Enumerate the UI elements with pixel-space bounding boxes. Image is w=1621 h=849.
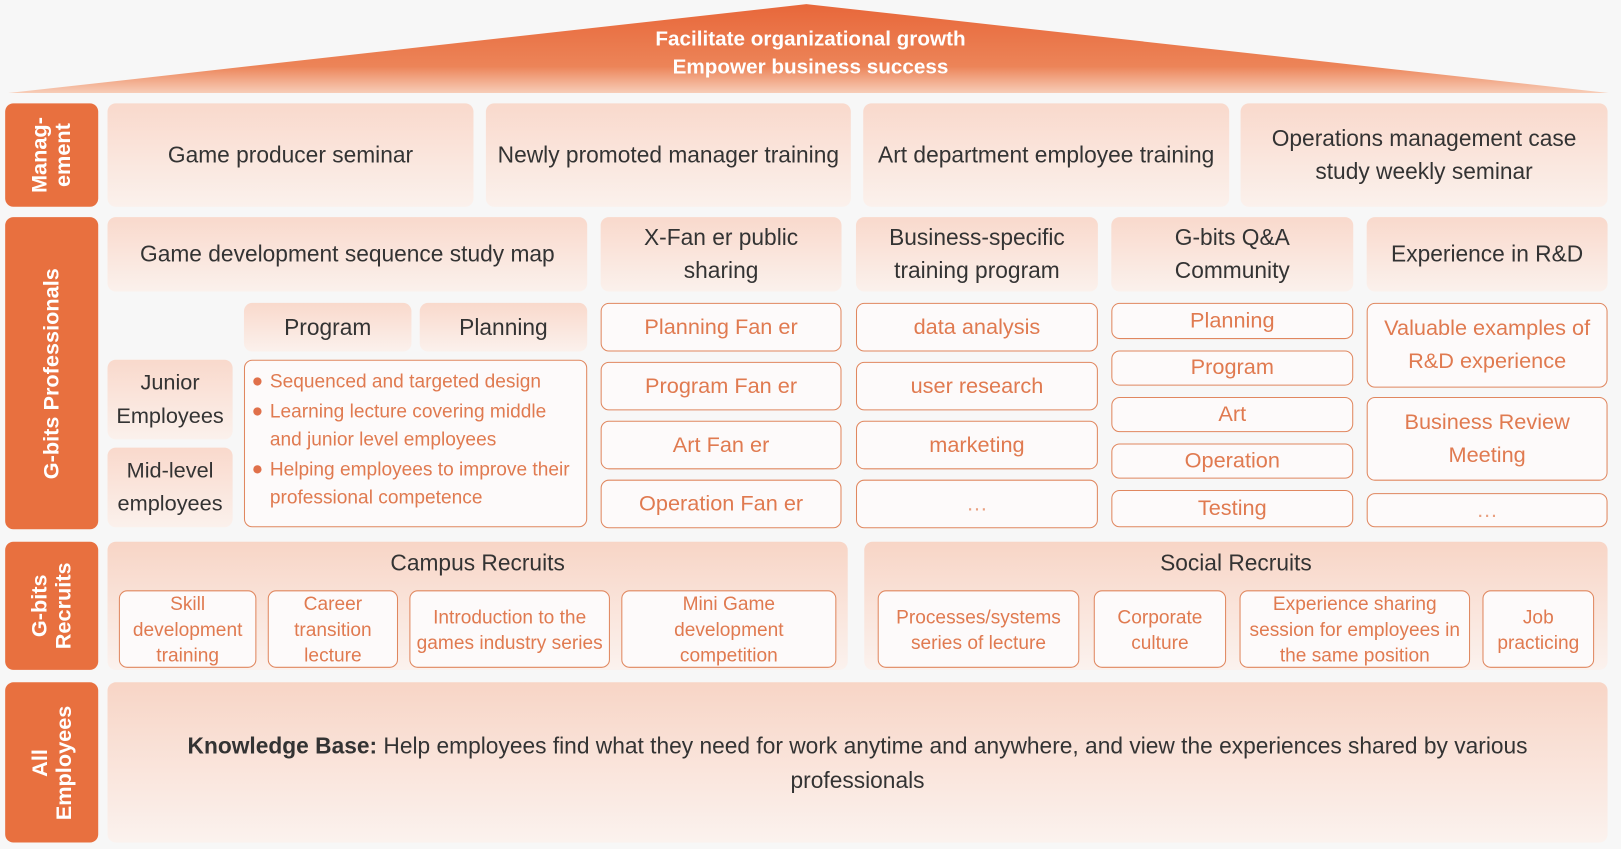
social-item: Job practicing (1482, 590, 1595, 668)
qa-item: Testing (1111, 490, 1354, 528)
professionals-header: X-Fan er public sharing (600, 217, 842, 292)
study-map-tab: Program (243, 302, 412, 352)
row-label-recruits: G-bits Recruits (5, 541, 99, 670)
rd-item: Business Review Meeting (1366, 396, 1608, 481)
bullet-item: Learning lecture covering middle and jun… (253, 397, 580, 453)
campus-item: Introduction to the games industry serie… (409, 590, 610, 668)
bullet-item: Helping employees to improve their profe… (253, 455, 580, 511)
study-map-tab: Planning (419, 302, 588, 352)
roof (8, 4, 1609, 94)
campus-item: Skill development training (118, 590, 257, 668)
knowledge-base-text: Help employees find what they need for w… (377, 732, 1528, 793)
social-item: Experience sharing session for employees… (1239, 590, 1471, 668)
qa-item: Operation (1111, 443, 1354, 479)
management-item: Art department employee training (863, 103, 1230, 207)
social-item: Processes/systems series of lecture (877, 590, 1080, 668)
professionals-header: Experience in R&D (1366, 217, 1608, 292)
qa-item: Planning (1111, 302, 1354, 340)
fan-er-item: Program Fan er (600, 361, 842, 411)
study-map-bullets: Sequenced and targeted design Learning l… (243, 359, 588, 528)
professionals-header: Game development sequence study map (107, 217, 588, 292)
campus-item: Career transition lecture (267, 590, 399, 668)
roof-line-1: Facilitate organizational growth (655, 27, 966, 51)
level-mid: Mid-level employees (107, 447, 233, 528)
qa-item: Art (1111, 396, 1354, 433)
level-junior: Junior Employees (107, 359, 233, 440)
professionals-header: G-bits Q&A Community (1111, 217, 1354, 292)
row-label-management: Manag-ement (5, 103, 99, 207)
rd-item: Valuable examples of R&D experience (1366, 302, 1608, 388)
row-label-all-employees: All Employees (5, 682, 99, 843)
qa-item: Program (1111, 350, 1354, 386)
business-item: marketing (855, 420, 1098, 470)
management-item: Newly promoted manager training (485, 103, 851, 207)
business-item: data analysis (855, 302, 1098, 352)
social-recruits-title: Social Recruits (1160, 549, 1312, 576)
social-item: Corporate culture (1093, 590, 1227, 668)
fan-er-item: Art Fan er (600, 420, 842, 470)
row-label-professionals: G-bits Professionals (5, 217, 99, 530)
campus-item: Mini Game development competition (621, 590, 837, 668)
business-item: user research (855, 361, 1098, 411)
management-item: Operations management case study weekly … (1240, 103, 1608, 207)
rd-item: … (1366, 493, 1608, 528)
business-item: … (855, 479, 1098, 529)
knowledge-base-label: Knowledge Base: (187, 732, 378, 759)
fan-er-item: Planning Fan er (600, 302, 842, 352)
fan-er-item: Operation Fan er (600, 479, 842, 529)
knowledge-base-panel: Knowledge Base: Help employees find what… (107, 682, 1608, 843)
campus-recruits-title: Campus Recruits (390, 549, 565, 576)
roof-line-2: Empower business success (672, 55, 949, 79)
management-item: Game producer seminar (107, 103, 474, 207)
professionals-header: Business-specific training program (855, 217, 1098, 292)
bullet-item: Sequenced and targeted design (253, 367, 580, 395)
